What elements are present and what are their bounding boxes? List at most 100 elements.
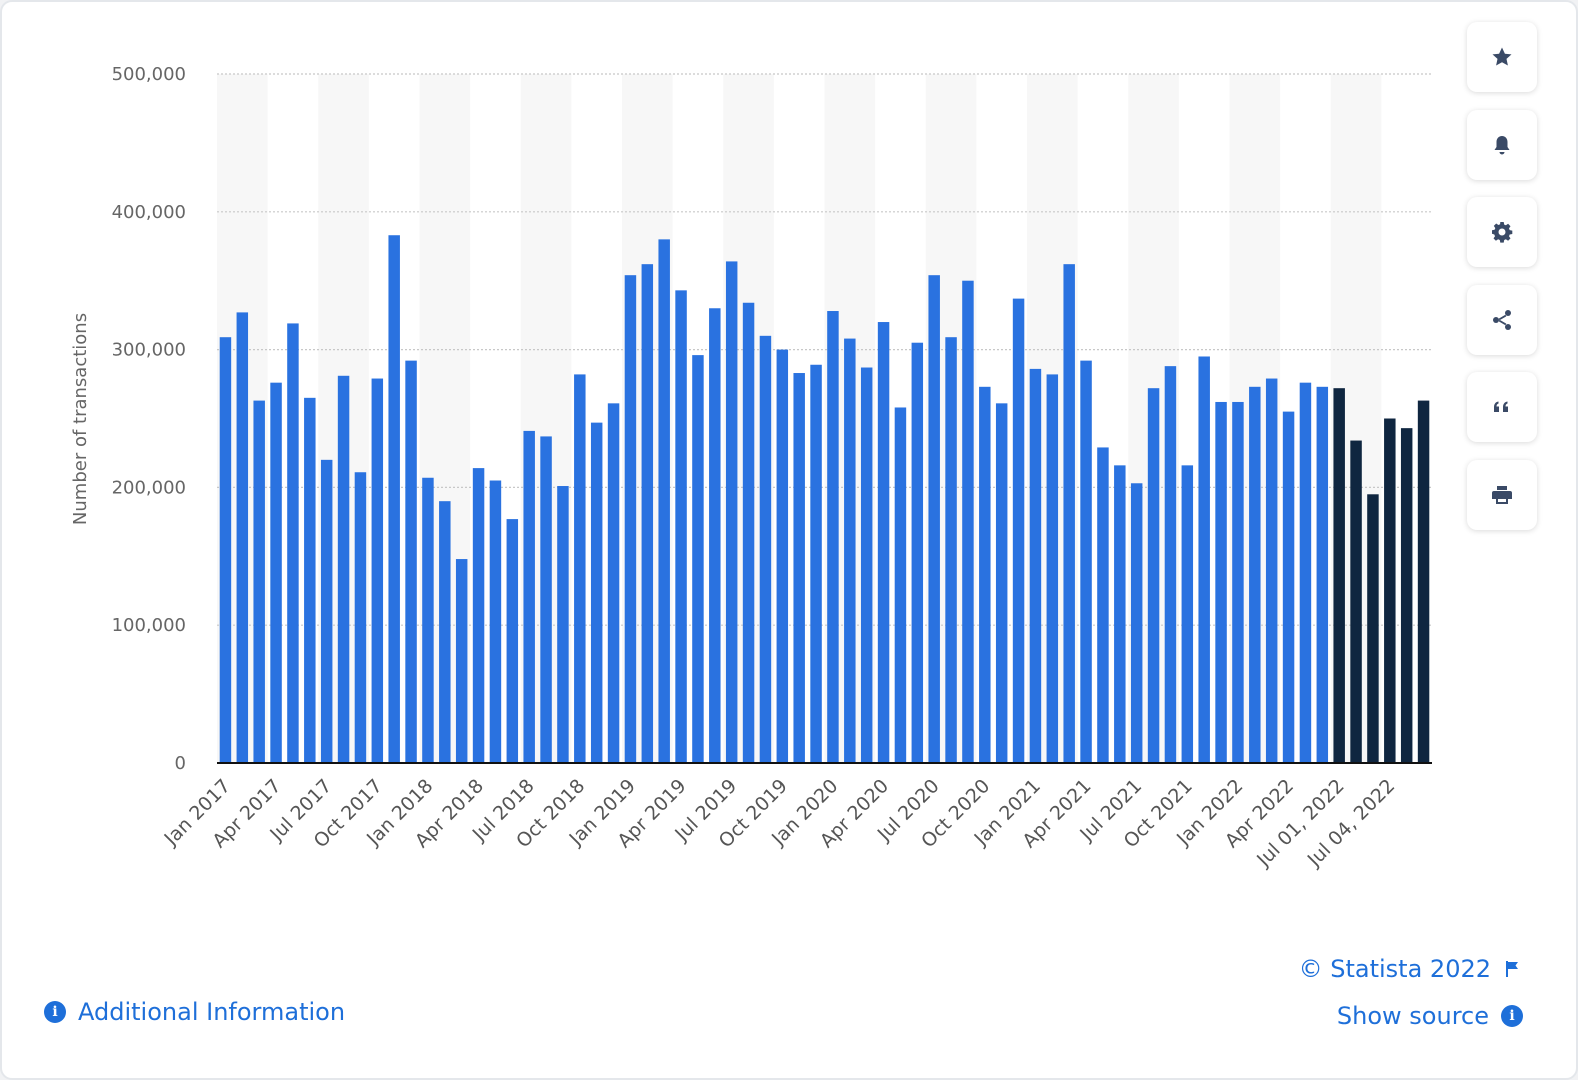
bar (1316, 386, 1329, 763)
gear-icon (1492, 222, 1513, 243)
bar (590, 422, 603, 763)
bar (1063, 264, 1075, 763)
bar (1097, 447, 1109, 763)
chart-gridlines (217, 73, 1432, 626)
bar (725, 261, 738, 763)
bar (540, 436, 552, 763)
bar (962, 280, 974, 763)
show-source-label: Show source (1336, 1002, 1489, 1030)
bar (860, 367, 873, 763)
bar (506, 519, 519, 763)
bar (337, 375, 350, 763)
bar (219, 337, 232, 763)
bar (793, 373, 805, 763)
y-axis-label: Number of transactions (70, 313, 91, 525)
bar (945, 337, 957, 763)
bar (607, 403, 620, 763)
bar (1114, 465, 1126, 763)
y-tick-label: 200,000 (112, 477, 186, 498)
bar (894, 407, 907, 763)
bar (692, 355, 704, 763)
bar (422, 477, 434, 763)
show-source-link[interactable]: Show source i (1337, 1002, 1523, 1030)
bar (624, 275, 637, 763)
bar (1299, 382, 1312, 763)
bar (995, 403, 1008, 763)
notification-button[interactable] (1467, 110, 1537, 180)
bar (1046, 374, 1059, 763)
bar (759, 335, 772, 763)
bar (236, 312, 249, 763)
bar (320, 459, 333, 763)
share-icon (1493, 310, 1511, 330)
bar (1384, 418, 1396, 763)
additional-information-link[interactable]: i Additional Information (44, 998, 345, 1026)
bar (304, 397, 316, 763)
additional-information-label: Additional Information (78, 998, 346, 1026)
bar (641, 264, 654, 763)
bar (557, 486, 569, 763)
print-icon (1492, 486, 1512, 504)
bar (489, 480, 502, 763)
settings-button[interactable] (1467, 197, 1537, 267)
bar (844, 338, 856, 763)
bar (287, 323, 299, 763)
y-tick-label: 400,000 (112, 202, 186, 223)
cite-button[interactable] (1467, 372, 1537, 442)
bar (928, 275, 940, 763)
bar (1147, 388, 1160, 763)
bar (1181, 465, 1194, 763)
x-tick-label: Jul 04, 2022 (1303, 775, 1400, 872)
bar (1198, 356, 1210, 763)
bar (1265, 378, 1278, 763)
bar (270, 382, 282, 763)
share-button[interactable] (1467, 285, 1537, 355)
bar (1012, 298, 1025, 763)
chart-bars (219, 235, 1430, 764)
bar (371, 378, 384, 763)
info-icon: i (1501, 1005, 1523, 1027)
bar (1080, 360, 1092, 763)
flag-icon (1503, 960, 1521, 978)
info-icon: i (44, 1001, 66, 1023)
bar (1130, 483, 1143, 763)
bar (1400, 428, 1413, 763)
bar (827, 311, 839, 763)
bar (388, 235, 400, 763)
print-button[interactable] (1467, 460, 1537, 530)
bar (709, 308, 721, 763)
copyright-label: © Statista 2022 (1298, 955, 1491, 983)
bar (574, 374, 586, 763)
bar (979, 386, 991, 763)
bar (1164, 366, 1177, 763)
bar (776, 349, 789, 763)
y-tick-label: 0 (175, 753, 186, 774)
statista-copyright-link[interactable]: © Statista 2022 (1299, 955, 1521, 983)
bar (1029, 368, 1042, 763)
bar (742, 302, 755, 763)
bar (439, 501, 451, 763)
star-icon (1492, 47, 1512, 66)
bar (354, 472, 367, 763)
bar (658, 239, 670, 764)
bar (455, 559, 468, 763)
bar (1282, 411, 1295, 763)
bar (1215, 401, 1227, 763)
bar (1417, 400, 1430, 763)
bar (1232, 401, 1244, 763)
bar (675, 290, 687, 763)
bar (1333, 388, 1345, 763)
bar (253, 400, 265, 763)
bar (810, 364, 822, 763)
bar (911, 342, 924, 763)
bar (523, 430, 535, 763)
y-axis-ticks: 0 100,000 200,000 300,000 400,000 500,000 (112, 64, 186, 774)
bar (1367, 494, 1379, 763)
favorite-button[interactable] (1467, 22, 1537, 92)
y-tick-label: 300,000 (112, 340, 186, 361)
bar (472, 468, 485, 763)
bell-icon (1494, 136, 1510, 155)
bar (405, 360, 417, 763)
